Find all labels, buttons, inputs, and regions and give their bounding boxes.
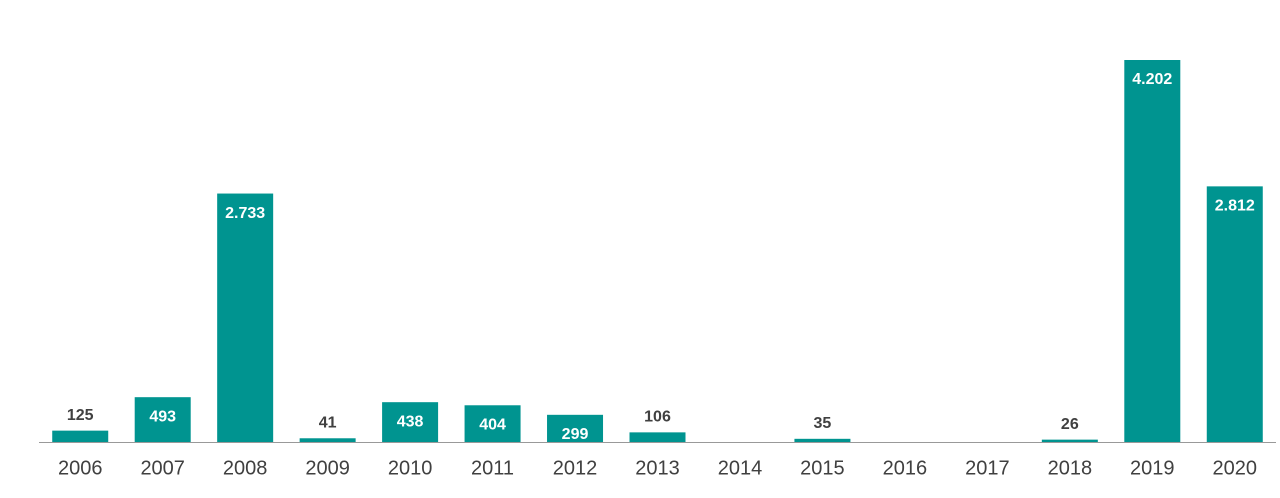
bar xyxy=(794,438,851,442)
x-tick-label: 2018 xyxy=(1048,457,1093,479)
x-tick-label: 2017 xyxy=(965,457,1010,479)
bar xyxy=(464,405,521,442)
bar xyxy=(1041,439,1098,442)
value-label: 2.812 xyxy=(1215,198,1255,215)
value-label: 299 xyxy=(562,426,589,443)
x-tick-label: 2007 xyxy=(140,457,185,479)
value-label: 125 xyxy=(67,407,94,424)
value-label: 26 xyxy=(1061,416,1079,433)
x-tick-label: 2011 xyxy=(471,457,514,479)
x-tick-label: 2015 xyxy=(800,457,845,479)
x-tick-label: 2020 xyxy=(1213,457,1258,479)
bar xyxy=(299,438,356,442)
bar xyxy=(1124,60,1181,442)
bar xyxy=(547,414,604,442)
x-tick-label: 2012 xyxy=(553,457,598,479)
x-tick-label: 2019 xyxy=(1130,457,1175,479)
x-tick-label: 2009 xyxy=(305,457,350,479)
bar xyxy=(629,432,686,442)
x-tick-label: 2014 xyxy=(718,457,763,479)
value-label: 4.202 xyxy=(1132,71,1172,88)
value-label: 438 xyxy=(397,413,424,430)
value-label: 41 xyxy=(319,414,337,431)
bar xyxy=(382,402,439,442)
bar xyxy=(217,193,274,442)
bar xyxy=(1206,186,1263,442)
bar xyxy=(52,430,109,442)
value-label: 106 xyxy=(644,409,671,426)
x-tick-label: 2016 xyxy=(883,457,928,479)
value-label: 404 xyxy=(479,416,506,433)
x-tick-label: 2006 xyxy=(58,457,103,479)
bar xyxy=(134,397,191,442)
value-label: 35 xyxy=(814,415,832,432)
x-tick-label: 2008 xyxy=(223,457,268,479)
value-label: 493 xyxy=(149,408,176,425)
x-tick-label: 2010 xyxy=(388,457,433,479)
x-tick-label: 2013 xyxy=(635,457,680,479)
value-label: 2.733 xyxy=(225,205,265,222)
